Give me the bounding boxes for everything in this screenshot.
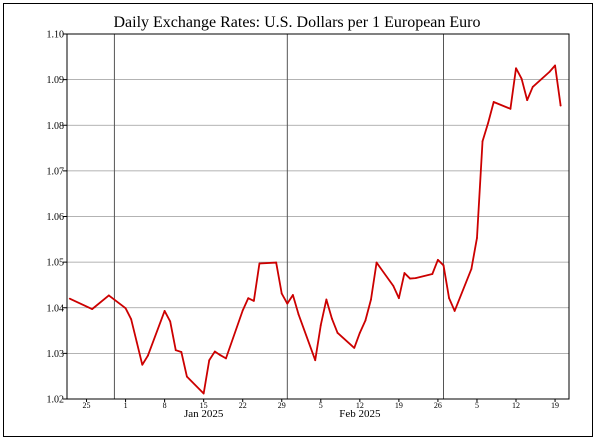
chart-title: Daily Exchange Rates: U.S. Dollars per 1… <box>113 14 480 31</box>
data-point <box>520 77 523 80</box>
data-point <box>169 320 172 323</box>
data-point <box>174 349 177 352</box>
data-point <box>68 297 71 300</box>
data-point <box>241 309 244 312</box>
y-tick-label: 1.09 <box>47 75 65 86</box>
x-tick-label: 5 <box>319 401 323 410</box>
data-point <box>409 277 411 280</box>
data-point <box>481 140 484 143</box>
data-point <box>130 318 133 321</box>
data-point <box>292 294 294 296</box>
data-point <box>403 272 406 274</box>
x-tick-label: 19 <box>395 401 403 410</box>
data-point <box>213 350 216 353</box>
x-tick-label: 5 <box>475 401 479 410</box>
data-point <box>325 298 328 301</box>
y-tick-label: 1.07 <box>47 166 65 177</box>
data-point <box>141 363 144 366</box>
data-point <box>225 357 227 360</box>
data-point <box>286 302 289 305</box>
data-point <box>531 86 534 88</box>
data-point <box>487 122 490 124</box>
data-point <box>319 324 322 326</box>
data-point <box>437 258 439 261</box>
data-point <box>331 317 333 320</box>
data-point <box>442 264 445 267</box>
data-point <box>219 354 222 357</box>
data-point <box>336 331 339 334</box>
data-point <box>163 310 166 312</box>
data-point <box>392 284 395 287</box>
data-point <box>275 261 278 264</box>
x-axis: 25 1 8 15 22 29 5 12 19 26 5 12 19 Jan 2025 Feb 2025 <box>83 399 559 420</box>
y-tick-label: 1.05 <box>47 258 65 269</box>
y-tick-label: 1.06 <box>47 212 65 223</box>
y-axis: 1.02 1.03 1.04 1.05 1.06 1.07 1.08 1.09 1.10 <box>47 30 67 406</box>
data-point <box>252 300 255 302</box>
data-point <box>548 70 551 73</box>
data-point <box>492 101 495 103</box>
y-tick-label: 1.04 <box>47 303 65 314</box>
data-point <box>258 262 261 265</box>
data-point <box>370 298 372 301</box>
data-point <box>509 107 512 110</box>
data-point <box>202 392 205 395</box>
data-point <box>414 277 417 279</box>
x-month-label: Feb 2025 <box>339 408 381 420</box>
data-point <box>397 297 400 300</box>
data-point <box>180 351 183 353</box>
x-month-label: Jan 2025 <box>184 408 224 420</box>
x-tick-label: 12 <box>356 401 364 410</box>
x-tick-label: 25 <box>83 401 91 410</box>
chart-frame <box>3 3 593 437</box>
data-point <box>526 99 529 102</box>
data-point <box>353 347 356 349</box>
y-tick-label: 1.08 <box>47 121 65 132</box>
data-point <box>146 354 149 357</box>
data-point <box>453 310 456 312</box>
data-point <box>364 319 367 322</box>
data-point <box>559 104 562 107</box>
y-tick-label: 1.10 <box>47 30 65 41</box>
x-tick-label: 26 <box>434 401 442 410</box>
x-tick-label: 8 <box>163 401 167 410</box>
x-tick-label: 22 <box>239 401 247 410</box>
data-point <box>297 313 300 316</box>
data-point <box>91 308 93 311</box>
data-point <box>470 268 473 270</box>
x-tick-label: 29 <box>278 401 286 410</box>
y-tick-label: 1.02 <box>47 395 65 406</box>
series-line <box>69 64 562 395</box>
y-tick-label: 1.03 <box>47 349 65 360</box>
data-point <box>515 67 517 70</box>
x-tick-label: 12 <box>512 401 520 410</box>
data-point <box>431 273 434 275</box>
data-point <box>314 359 317 362</box>
data-point <box>375 261 378 264</box>
series-layer <box>68 64 562 395</box>
data-point <box>208 359 211 362</box>
x-tick-label: 19 <box>551 401 559 410</box>
data-point <box>107 294 110 297</box>
data-point <box>247 297 250 300</box>
data-point <box>280 292 283 295</box>
data-point <box>476 237 478 239</box>
x-tick-label: 15 <box>200 401 208 410</box>
data-point <box>448 297 450 300</box>
x-tick-label: 1 <box>124 401 128 410</box>
data-point <box>358 331 361 334</box>
data-point <box>135 341 138 343</box>
data-point <box>554 64 556 67</box>
data-point <box>186 375 188 378</box>
data-point <box>124 307 127 310</box>
